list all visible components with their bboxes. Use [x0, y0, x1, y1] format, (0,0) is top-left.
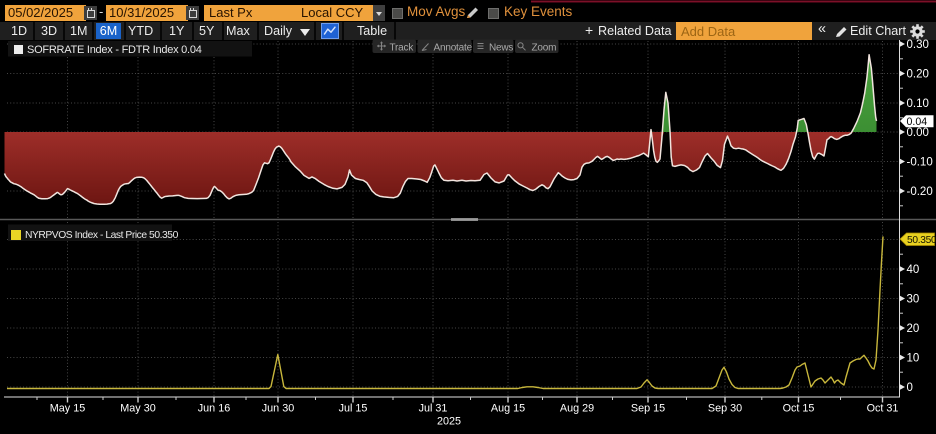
svg-text:10: 10 [907, 353, 920, 365]
svg-text:Annotate: Annotate [434, 42, 473, 53]
svg-text:30: 30 [907, 294, 920, 306]
svg-text:May 15: May 15 [50, 403, 85, 415]
svg-text:40: 40 [907, 264, 920, 276]
svg-text:NYRPVOS Index - Last Price 50.: NYRPVOS Index - Last Price 50.350 [25, 230, 179, 241]
svg-text:Jun 30: Jun 30 [262, 403, 294, 415]
svg-text:May 30: May 30 [120, 403, 155, 415]
svg-text:0.00: 0.00 [907, 127, 929, 139]
svg-text:Zoom: Zoom [532, 42, 557, 53]
svg-text:Jun 16: Jun 16 [198, 403, 230, 415]
svg-text:Aug 29: Aug 29 [560, 403, 594, 415]
svg-text:50.350: 50.350 [907, 235, 936, 246]
svg-text:-0.20: -0.20 [907, 186, 933, 198]
svg-text:0: 0 [907, 382, 913, 394]
svg-text:0.10: 0.10 [907, 98, 929, 110]
svg-text:Sep 15: Sep 15 [631, 403, 665, 415]
svg-text:Oct 31: Oct 31 [867, 403, 899, 415]
svg-text:0.04: 0.04 [907, 116, 928, 128]
svg-text:2025: 2025 [437, 416, 461, 428]
svg-text:20: 20 [907, 323, 920, 335]
svg-text:-0.10: -0.10 [907, 157, 933, 169]
svg-text:Aug 15: Aug 15 [491, 403, 525, 415]
svg-text:News: News [489, 42, 513, 53]
svg-text:Track: Track [390, 42, 415, 53]
svg-text:Jul 15: Jul 15 [339, 403, 368, 415]
svg-text:Sep 30: Sep 30 [708, 403, 742, 415]
svg-text:Oct 15: Oct 15 [783, 403, 815, 415]
svg-text:0.20: 0.20 [907, 69, 929, 81]
svg-text:Jul 31: Jul 31 [419, 403, 448, 415]
svg-text:0.30: 0.30 [907, 39, 929, 51]
svg-text:SOFRRATE Index - FDTR Index 0.: SOFRRATE Index - FDTR Index 0.04 [27, 44, 202, 56]
